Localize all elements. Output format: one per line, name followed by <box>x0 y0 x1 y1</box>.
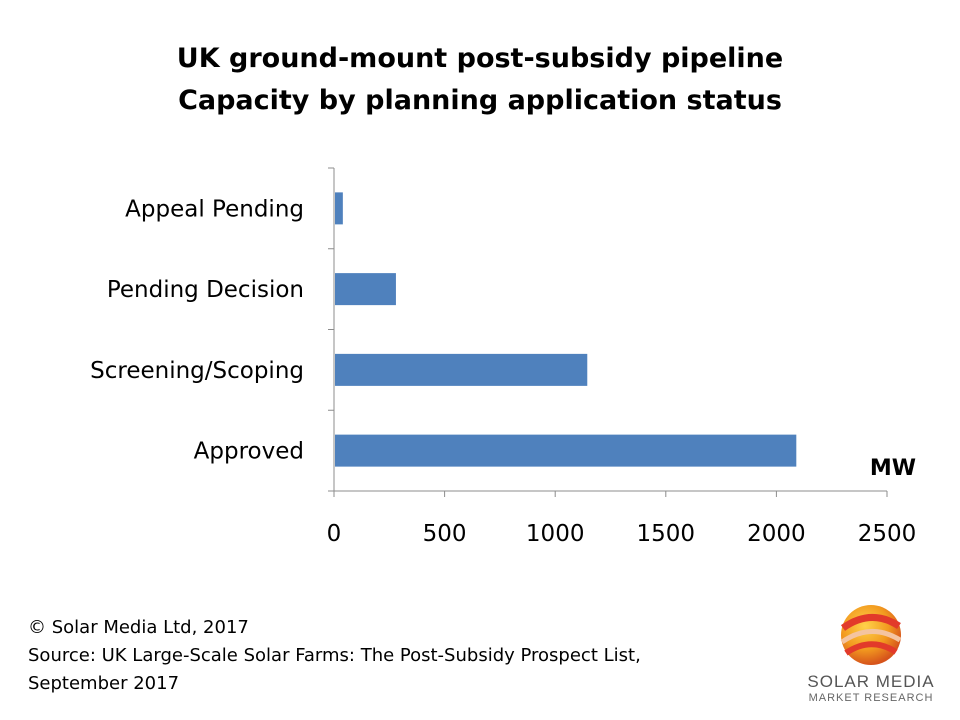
copyright-text: © Solar Media Ltd, 2017 <box>28 617 249 638</box>
x-tick-label: 500 <box>423 521 467 547</box>
x-tick-label: 0 <box>327 521 342 547</box>
source-text-line1: Source: UK Large-Scale Solar Farms: The … <box>28 645 641 666</box>
logo-name: SOLAR MEDIA <box>807 672 935 691</box>
category-label: Approved <box>194 439 304 465</box>
sphere-ribbon-logo-icon <box>840 605 902 665</box>
x-tick-label: 1000 <box>526 521 585 547</box>
chart-footer: © Solar Media Ltd, 2017 Source: UK Large… <box>28 614 641 698</box>
x-tick-label: 1500 <box>637 521 696 547</box>
category-label: Screening/Scoping <box>90 358 304 384</box>
x-axis-unit-label: MW <box>870 456 916 481</box>
chart-axes <box>328 167 888 497</box>
logo-tagline: MARKET RESEARCH <box>808 692 934 704</box>
x-tick-label: 2000 <box>747 521 806 547</box>
category-labels: Appeal Pending Pending Decision Screening/… <box>90 196 304 464</box>
x-tick-label: 2500 <box>858 521 917 547</box>
x-tick-labels: 0 500 1000 1500 2000 2500 <box>327 521 917 547</box>
chart-bars <box>335 192 797 467</box>
bar-chart: Appeal Pending Pending Decision Screening/… <box>90 167 917 547</box>
bar <box>335 353 588 386</box>
solar-media-logo: SOLAR MEDIA MARKET RESEARCH <box>796 598 946 708</box>
chart-subtitle: Capacity by planning application status <box>178 85 782 116</box>
chart-title-block: UK ground-mount post-subsidy pipeline Ca… <box>0 38 960 122</box>
source-text-line2: September 2017 <box>28 673 180 694</box>
bar <box>335 273 396 306</box>
bar <box>335 192 343 225</box>
category-label: Appeal Pending <box>125 196 304 222</box>
bar <box>335 434 797 467</box>
category-label: Pending Decision <box>107 277 304 303</box>
chart-title: UK ground-mount post-subsidy pipeline <box>176 43 784 74</box>
